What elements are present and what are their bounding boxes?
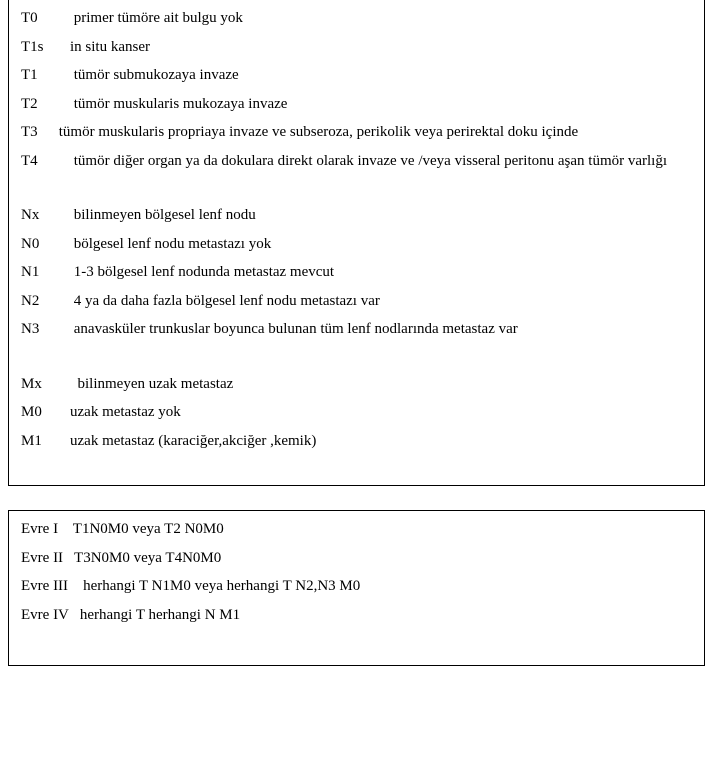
stage-label: Evre III — [21, 578, 68, 594]
t-text: tümör submukozaya invaze — [74, 67, 239, 83]
n-pad — [55, 264, 74, 280]
bottom-pad — [21, 455, 692, 473]
n-text: 4 ya da daha fazla bölgesel lenf nodu me… — [74, 293, 380, 309]
m-row: Mx bilinmeyen uzak metastaz — [21, 370, 692, 399]
bottom-pad — [21, 629, 692, 653]
stage-label: Evre IV — [21, 607, 69, 623]
m-row: M0 uzak metastaz yok — [21, 398, 692, 427]
n-row: Nx bilinmeyen bölgesel lenf nodu — [21, 201, 692, 230]
m-row: M1 uzak metastaz (karaciğer,akciğer ,kem… — [21, 427, 692, 456]
n-text: 1-3 bölgesel lenf nodunda metastaz mevcu… — [74, 264, 334, 280]
t-code: T2 — [21, 90, 55, 119]
stage-row: Evre II T3N0M0 veya T4N0M0 — [21, 544, 692, 573]
t-text: tümör diğer organ ya da dokulara direkt … — [74, 153, 667, 169]
t-row: T0 primer tümöre ait bulgu yok — [21, 4, 692, 33]
m-pad — [55, 376, 74, 392]
m-code: M0 — [21, 398, 55, 427]
stage-row: Evre I T1N0M0 veya T2 N0M0 — [21, 515, 692, 544]
n-code: Nx — [21, 201, 55, 230]
n-text: bilinmeyen bölgesel lenf nodu — [74, 207, 256, 223]
t-code: T3 — [21, 118, 55, 147]
n-code: N0 — [21, 230, 55, 259]
n-row: N3 anavasküler trunkuslar boyunca buluna… — [21, 315, 692, 344]
m-code: M1 — [21, 427, 55, 456]
n-row: N1 1-3 bölgesel lenf nodunda metastaz me… — [21, 258, 692, 287]
n-row: N2 4 ya da daha fazla bölgesel lenf nodu… — [21, 287, 692, 316]
n-row: N0 bölgesel lenf nodu metastazı yok — [21, 230, 692, 259]
m-code: Mx — [21, 370, 55, 399]
m-pad — [55, 404, 70, 420]
m-text: bilinmeyen uzak metastaz — [74, 376, 234, 392]
section-gap — [21, 344, 692, 370]
t-pad — [55, 10, 74, 26]
n-code: N2 — [21, 287, 55, 316]
n-pad — [55, 236, 74, 252]
n-pad — [55, 321, 74, 337]
t-text: primer tümöre ait bulgu yok — [74, 10, 243, 26]
stage-row: Evre IV herhangi T herhangi N M1 — [21, 601, 692, 630]
n-pad — [55, 293, 74, 309]
t-code: T4 — [21, 147, 55, 176]
t-row: T4 tümör diğer organ ya da dokulara dire… — [21, 147, 692, 176]
stage-pad — [68, 578, 83, 594]
t-pad — [55, 153, 74, 169]
m-text: uzak metastaz (karaciğer,akciğer ,kemik) — [70, 433, 316, 449]
stage-text: herhangi T N1M0 veya herhangi T N2,N3 M0 — [83, 578, 360, 594]
stage-text: herhangi T herhangi N M1 — [80, 607, 240, 623]
section-gap — [21, 175, 692, 201]
m-pad — [55, 433, 70, 449]
m-text: uzak metastaz yok — [70, 404, 181, 420]
t-row: T2 tümör muskularis mukozaya invaze — [21, 90, 692, 119]
t-code: T0 — [21, 4, 55, 33]
t-text: in situ kanser — [70, 39, 150, 55]
n-text: anavasküler trunkuslar boyunca bulunan t… — [74, 321, 518, 337]
stage-pad — [63, 550, 74, 566]
t-text: tümör muskularis mukozaya invaze — [74, 96, 288, 112]
stage-label: Evre I — [21, 521, 58, 537]
stage-row: Evre III herhangi T N1M0 veya herhangi T… — [21, 572, 692, 601]
t-code: T1 — [21, 61, 55, 90]
n-pad — [55, 207, 74, 223]
t-text: tümör muskularis propriaya invaze ve sub… — [59, 124, 578, 140]
t-row: T1s in situ kanser — [21, 33, 692, 62]
tnm-definitions-box: T0 primer tümöre ait bulgu yok T1s in si… — [8, 0, 705, 486]
n-code: N1 — [21, 258, 55, 287]
stage-box: Evre I T1N0M0 veya T2 N0M0 Evre II T3N0M… — [8, 510, 705, 666]
t-pad — [55, 96, 74, 112]
n-text: bölgesel lenf nodu metastazı yok — [74, 236, 271, 252]
stage-text: T1N0M0 veya T2 N0M0 — [73, 521, 224, 537]
t-pad — [55, 39, 70, 55]
stage-pad — [69, 607, 80, 623]
stage-pad — [58, 521, 73, 537]
stage-text: T3N0M0 veya T4N0M0 — [74, 550, 221, 566]
t-row: T1 tümör submukozaya invaze — [21, 61, 692, 90]
t-row: T3 tümör muskularis propriaya invaze ve … — [21, 118, 692, 147]
stage-label: Evre II — [21, 550, 63, 566]
t-code: T1s — [21, 33, 55, 62]
t-pad — [55, 67, 74, 83]
n-code: N3 — [21, 315, 55, 344]
